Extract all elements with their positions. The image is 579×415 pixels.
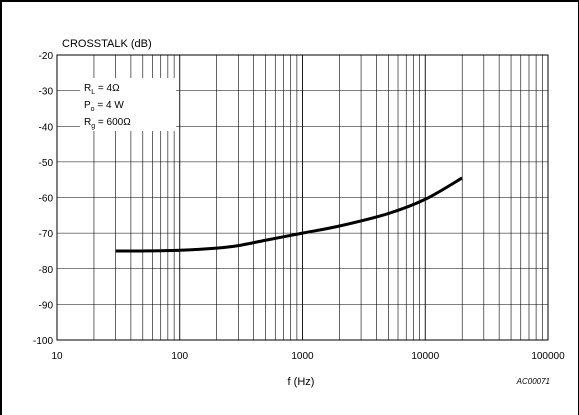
y-tick-labels: -100 -90 -80 -70 -60 -50 -40 -30 -20 <box>33 51 53 347</box>
legend-background <box>80 78 176 131</box>
y-tick-label: -30 <box>39 87 54 98</box>
y-tick-label: -40 <box>39 122 54 133</box>
y-tick-label: -80 <box>39 265 54 276</box>
x-tick-labels: 10 100 1000 10000 100000 <box>51 351 565 362</box>
frame-top-border <box>0 0 579 2</box>
plot-border <box>56 54 549 341</box>
x-tick-label: 100 <box>171 351 188 362</box>
y-tick-label: -70 <box>39 229 54 240</box>
y-tick-label: -90 <box>39 300 54 311</box>
x-tick-label: 10 <box>51 351 63 362</box>
legend-line: Rg = 600Ω <box>84 117 131 130</box>
figure-code: AC00071 <box>516 377 550 386</box>
crosstalk-line <box>115 176 463 253</box>
chart-title: CROSSTALK (dB) <box>62 38 152 50</box>
y-tick-label: -60 <box>39 194 54 205</box>
x-tick-label: 1000 <box>291 351 314 362</box>
y-tick-label: -100 <box>33 336 53 347</box>
x-axis-label: f (Hz) <box>288 376 315 388</box>
y-tick-label: -20 <box>39 51 54 62</box>
legend-line: RL = 4Ω <box>84 83 120 96</box>
series-group <box>115 176 463 253</box>
frame-left-border <box>0 0 2 415</box>
y-tick-label: -50 <box>39 158 54 169</box>
x-tick-label: 100000 <box>531 351 565 362</box>
x-tick-label: 10000 <box>411 351 439 362</box>
conditions-legend: RL = 4Ω Po = 4 W Rg = 600Ω <box>80 78 176 131</box>
legend-line: Po = 4 W <box>84 100 124 113</box>
